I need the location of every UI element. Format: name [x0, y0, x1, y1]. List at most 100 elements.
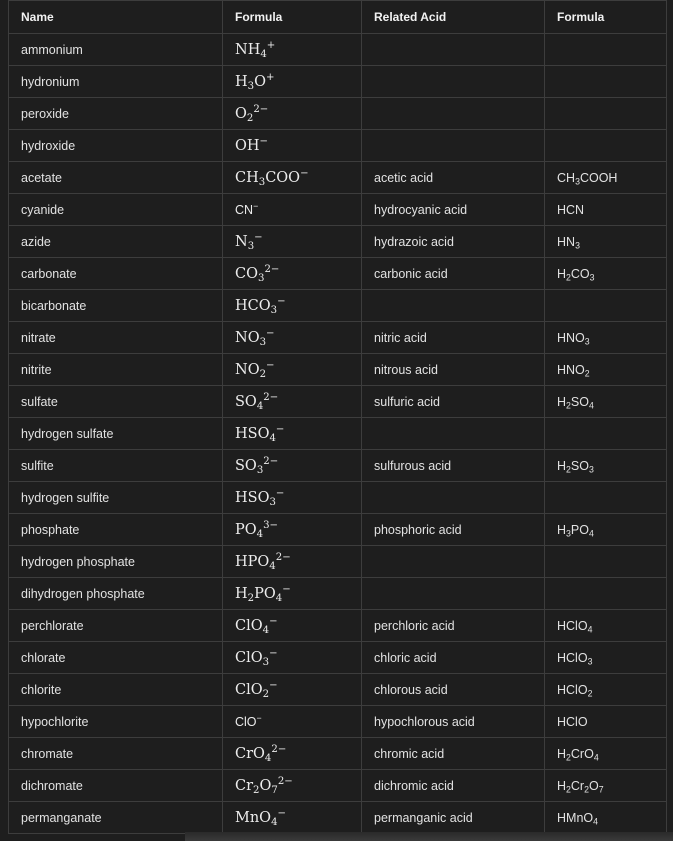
table-row: dihydrogen phosphate H2PO4−: [8, 577, 667, 610]
ion-name-cell: peroxide: [8, 97, 223, 130]
related-acid-cell: acetic acid: [361, 161, 545, 194]
ion-formula-cell: CO32−: [222, 257, 362, 290]
header-acid-formula: Formula: [544, 0, 667, 34]
acid-formula-cell: HClO4: [544, 609, 667, 642]
ion-formula-cell: NO2−: [222, 353, 362, 386]
table-row: permanganate MnO4− permanganic acid HMnO4: [8, 801, 667, 834]
ion-formula-cell: HSO3−: [222, 481, 362, 514]
acid-formula-cell: H2CO3: [544, 257, 667, 290]
table-row: perchlorate ClO4− perchloric acid HClO4: [8, 609, 667, 642]
table-row: peroxide O22−: [8, 97, 667, 130]
related-acid-cell: phosphoric acid: [361, 513, 545, 546]
related-acid-cell: [361, 545, 545, 578]
table-row: nitrite NO2− nitrous acid HNO2: [8, 353, 667, 386]
related-acid-cell: [361, 97, 545, 130]
acid-formula-cell: HClO2: [544, 673, 667, 706]
ion-formula-cell: SO42−: [222, 385, 362, 418]
acid-formula-cell: H2CrO4: [544, 737, 667, 770]
ion-name-cell: bicarbonate: [8, 289, 223, 322]
table-body: ammonium NH4+ hydronium H3O+ peroxide O22− hyd…: [8, 33, 667, 834]
ion-name-cell: perchlorate: [8, 609, 223, 642]
acid-formula-cell: [544, 129, 667, 162]
table-row: hydrogen sulfate HSO4−: [8, 417, 667, 450]
ion-formula-cell: HCO3−: [222, 289, 362, 322]
ion-name-cell: ammonium: [8, 33, 223, 66]
ion-name-cell: permanganate: [8, 801, 223, 834]
related-acid-cell: [361, 577, 545, 610]
table-row: phosphate PO43− phosphoric acid H3PO4: [8, 513, 667, 546]
ion-formula-cell: MnO4−: [222, 801, 362, 834]
ion-name-cell: hydrogen sulfite: [8, 481, 223, 514]
related-acid-cell: permanganic acid: [361, 801, 545, 834]
table-row: chlorite ClO2− chlorous acid HClO2: [8, 673, 667, 706]
acid-formula-cell: [544, 545, 667, 578]
acid-formula-cell: [544, 33, 667, 66]
acid-formula-cell: [544, 97, 667, 130]
header-related-acid: Related Acid: [361, 0, 545, 34]
ion-formula-cell: HSO4−: [222, 417, 362, 450]
related-acid-cell: [361, 289, 545, 322]
ion-name-cell: sulfate: [8, 385, 223, 418]
ion-formula-cell: H3O+: [222, 65, 362, 98]
ion-formula-cell: PO43−: [222, 513, 362, 546]
related-acid-cell: dichromic acid: [361, 769, 545, 802]
related-acid-cell: [361, 65, 545, 98]
related-acid-cell: [361, 129, 545, 162]
ion-table: Name Formula Related Acid Formula ammoni…: [8, 0, 667, 834]
ion-formula-cell: H2PO4−: [222, 577, 362, 610]
ion-name-cell: azide: [8, 225, 223, 258]
ion-name-cell: acetate: [8, 161, 223, 194]
acid-formula-cell: HCN: [544, 193, 667, 226]
table-row: dichromate Cr2O72− dichromic acid H2Cr2O7: [8, 769, 667, 802]
ion-name-cell: dihydrogen phosphate: [8, 577, 223, 610]
ion-formula-cell: CH3COO−: [222, 161, 362, 194]
ion-formula-cell: ClO2−: [222, 673, 362, 706]
ion-name-cell: hypochlorite: [8, 705, 223, 738]
table-row: chlorate ClO3− chloric acid HClO3: [8, 641, 667, 674]
table-row: hydrogen sulfite HSO3−: [8, 481, 667, 514]
acid-formula-cell: H3PO4: [544, 513, 667, 546]
table-row: hydrogen phosphate HPO42−: [8, 545, 667, 578]
table-header-row: Name Formula Related Acid Formula: [8, 0, 667, 34]
acid-formula-cell: [544, 577, 667, 610]
acid-formula-cell: [544, 289, 667, 322]
ion-name-cell: nitrite: [8, 353, 223, 386]
acid-formula-cell: HMnO4: [544, 801, 667, 834]
acid-formula-cell: HClO: [544, 705, 667, 738]
ion-formula-cell: NH4+: [222, 33, 362, 66]
ion-formula-cell: ClO−: [222, 705, 362, 738]
header-name: Name: [8, 0, 223, 34]
ion-name-cell: hydroxide: [8, 129, 223, 162]
ion-name-cell: hydrogen sulfate: [8, 417, 223, 450]
ion-name-cell: hydronium: [8, 65, 223, 98]
scroll-shadow: [185, 832, 673, 841]
ion-formula-cell: NO3−: [222, 321, 362, 354]
related-acid-cell: sulfuric acid: [361, 385, 545, 418]
ion-formula-cell: CrO42−: [222, 737, 362, 770]
related-acid-cell: chlorous acid: [361, 673, 545, 706]
ion-name-cell: dichromate: [8, 769, 223, 802]
related-acid-cell: hydrazoic acid: [361, 225, 545, 258]
related-acid-cell: hydrocyanic acid: [361, 193, 545, 226]
acid-formula-cell: H2SO3: [544, 449, 667, 482]
table-row: hydronium H3O+: [8, 65, 667, 98]
ion-formula-cell: OH−: [222, 129, 362, 162]
related-acid-cell: sulfurous acid: [361, 449, 545, 482]
ion-formula-cell: O22−: [222, 97, 362, 130]
acid-formula-cell: HNO2: [544, 353, 667, 386]
table-row: sulfite SO32− sulfurous acid H2SO3: [8, 449, 667, 482]
ion-formula-cell: CN−: [222, 193, 362, 226]
related-acid-cell: perchloric acid: [361, 609, 545, 642]
related-acid-cell: carbonic acid: [361, 257, 545, 290]
table-row: chromate CrO42− chromic acid H2CrO4: [8, 737, 667, 770]
table-row: acetate CH3COO− acetic acid CH3COOH: [8, 161, 667, 194]
acid-formula-cell: [544, 481, 667, 514]
table-row: cyanide CN− hydrocyanic acid HCN: [8, 193, 667, 226]
table-row: sulfate SO42− sulfuric acid H2SO4: [8, 385, 667, 418]
ion-name-cell: phosphate: [8, 513, 223, 546]
related-acid-cell: [361, 481, 545, 514]
table-row: bicarbonate HCO3−: [8, 289, 667, 322]
ion-name-cell: carbonate: [8, 257, 223, 290]
ion-name-cell: chromate: [8, 737, 223, 770]
related-acid-cell: hypochlorous acid: [361, 705, 545, 738]
